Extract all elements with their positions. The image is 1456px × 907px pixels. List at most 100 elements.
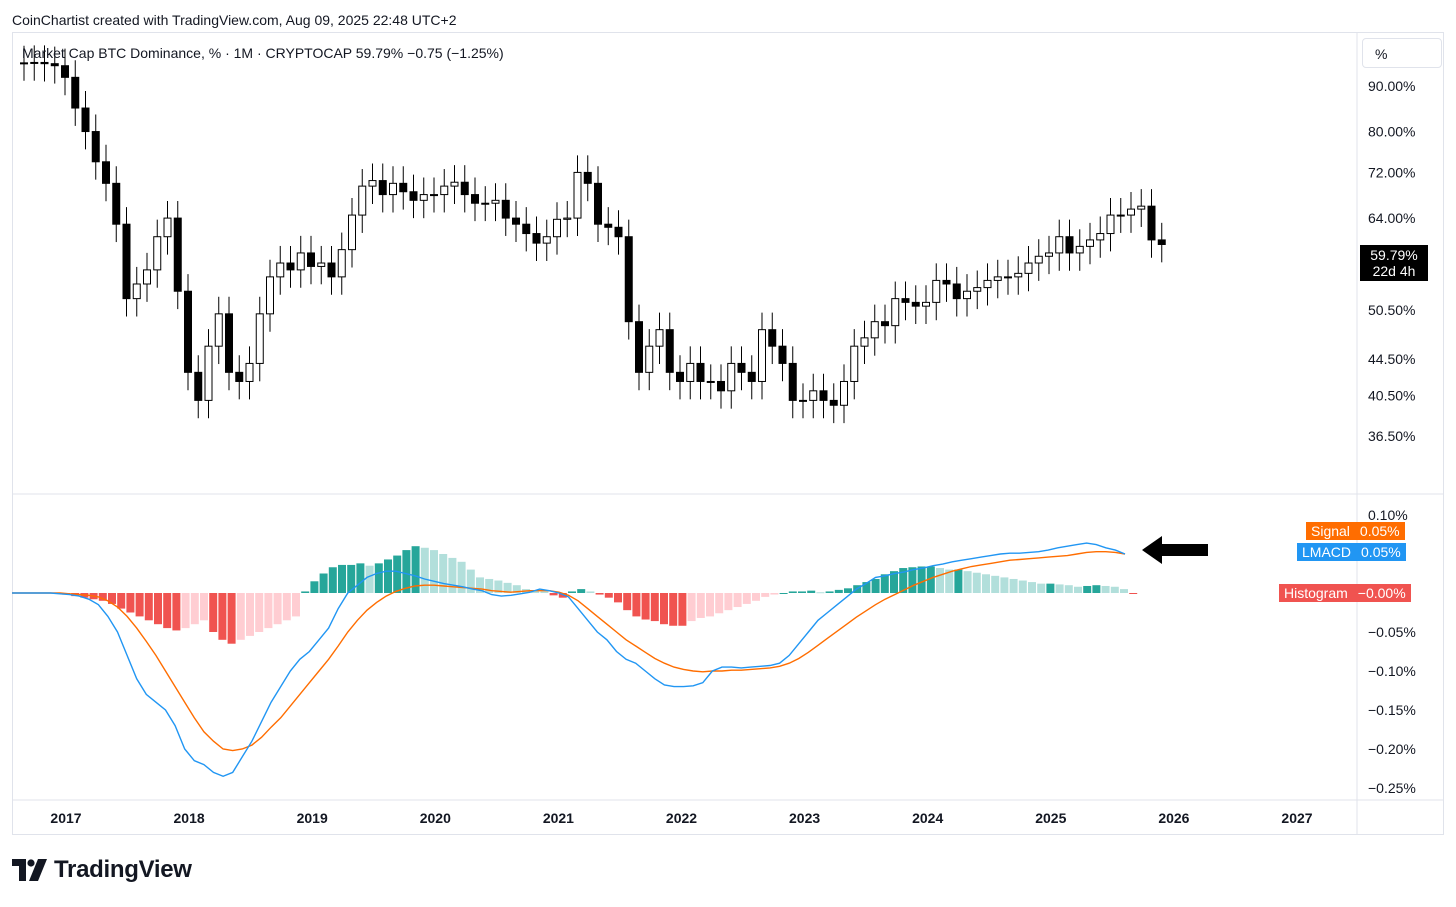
histogram-bar <box>301 591 310 593</box>
time-axis-tick: 2017 <box>50 810 81 826</box>
histogram-bar <box>439 554 448 593</box>
candle-body <box>788 362 797 401</box>
time-axis-tick: 2025 <box>1035 810 1066 826</box>
indicator-axis-tick: −0.10% <box>1368 663 1416 679</box>
unit-toggle[interactable]: % <box>1362 38 1442 68</box>
chart-caption: CoinChartist created with TradingView.co… <box>12 12 457 28</box>
candle-body <box>471 194 479 204</box>
histogram-bar <box>623 593 632 611</box>
candle-body <box>1024 262 1033 274</box>
candle-body <box>768 329 777 347</box>
lmacd-tag: LMACD 0.05% <box>1297 543 1406 561</box>
histogram-bar <box>485 578 494 593</box>
signal-tag-name: Signal <box>1306 522 1355 540</box>
candle-body <box>501 199 510 219</box>
candle-body <box>706 380 715 383</box>
histogram-bar <box>982 574 990 593</box>
histogram-bar <box>770 593 779 595</box>
histogram-bar <box>227 593 236 644</box>
histogram-tag-name: Histogram <box>1279 584 1353 602</box>
time-axis-tick: 2027 <box>1281 810 1312 826</box>
histogram-bar <box>209 593 218 632</box>
candle-body <box>102 161 110 184</box>
histogram-bar <box>1028 582 1036 593</box>
candle-body <box>1065 236 1074 254</box>
histogram-bar <box>816 592 825 594</box>
candle-body <box>40 61 49 65</box>
histogram-bar <box>1092 585 1101 593</box>
candle-body <box>911 301 920 307</box>
candle-body <box>952 283 961 300</box>
candle-body <box>337 249 346 278</box>
price-axis-tick: 64.00% <box>1368 210 1415 226</box>
histogram-bar <box>595 593 604 595</box>
candle-body <box>450 181 459 187</box>
histogram-bar <box>181 593 190 629</box>
candle-body <box>204 345 213 401</box>
candle-body <box>214 313 223 347</box>
histogram-bar <box>945 569 954 593</box>
candle-body <box>778 345 787 364</box>
candle-body <box>1137 205 1146 210</box>
candle-body <box>522 223 531 235</box>
histogram-bar <box>724 593 733 611</box>
candle-body <box>1127 208 1135 216</box>
histogram-bar <box>200 593 208 621</box>
candle-body <box>850 345 859 382</box>
candle-body <box>30 61 39 64</box>
histogram-bar <box>411 546 420 593</box>
histogram-bar <box>788 591 797 593</box>
histogram-bar <box>393 555 402 593</box>
histogram-bar <box>255 593 264 632</box>
candle-body <box>81 107 90 133</box>
candle-body <box>993 276 1002 281</box>
histogram-bar <box>457 561 466 593</box>
candle-body <box>881 321 889 327</box>
histogram-bar <box>264 593 273 629</box>
histogram-bar <box>236 593 245 640</box>
histogram-bar <box>586 591 595 593</box>
histogram-bar <box>1037 583 1046 593</box>
candle-body <box>1014 272 1023 278</box>
candle-body <box>840 380 848 406</box>
candle-body <box>71 76 80 109</box>
time-axis-tick: 2020 <box>420 810 451 826</box>
histogram-bar <box>319 573 328 593</box>
time-axis-tick: 2022 <box>666 810 697 826</box>
histogram-bar <box>733 593 742 608</box>
last-price-tag: 59.79% 22d 4h <box>1360 245 1428 281</box>
indicator-axis-tick: −0.25% <box>1368 780 1416 796</box>
time-axis-tick: 2026 <box>1158 810 1189 826</box>
tradingview-logo-text: TradingView <box>54 856 192 883</box>
time-axis-tick: 2023 <box>789 810 820 826</box>
candle-body <box>286 262 295 271</box>
price-axis-tick: 40.50% <box>1368 388 1415 404</box>
histogram-bar <box>798 591 806 593</box>
histogram-bar <box>292 593 300 617</box>
candle-body <box>327 262 336 278</box>
histogram-bar <box>963 571 972 593</box>
histogram-bar <box>218 593 227 640</box>
histogram-bar <box>430 550 438 593</box>
histogram-bar <box>1018 580 1027 593</box>
histogram-tag: Histogram −0.00% <box>1279 584 1411 602</box>
candle-body <box>1157 239 1166 245</box>
histogram-bar <box>752 593 760 601</box>
candle-body <box>358 185 367 216</box>
histogram-bar <box>512 585 521 593</box>
price-axis-tick: 90.00% <box>1368 78 1415 94</box>
time-axis-tick: 2021 <box>543 810 574 826</box>
histogram-bar <box>282 593 291 621</box>
histogram-bar <box>190 593 199 625</box>
candle-body <box>973 287 982 292</box>
candle-body <box>594 182 602 225</box>
histogram-bar <box>991 575 1000 593</box>
signal-tag: Signal 0.05% <box>1306 522 1405 540</box>
candle-body <box>676 371 684 382</box>
candle-body <box>512 217 520 225</box>
histogram-bar <box>273 593 282 625</box>
candle-body <box>235 371 244 382</box>
candle-body <box>307 252 315 267</box>
histogram-bar <box>568 591 576 593</box>
